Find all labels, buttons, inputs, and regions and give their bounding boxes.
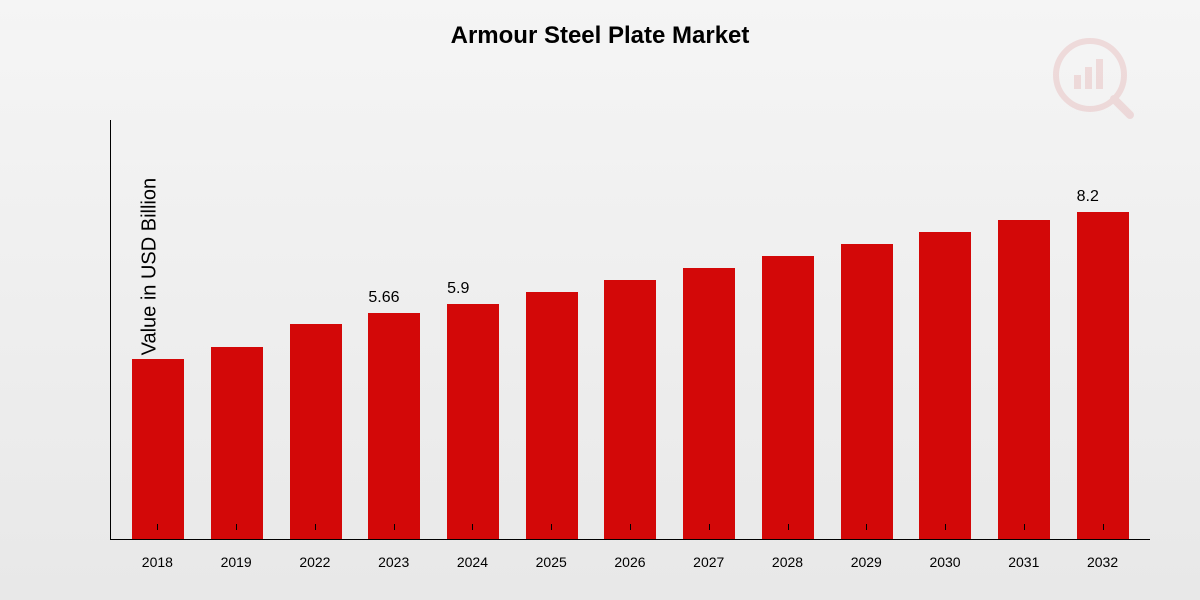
- bar-wrap: [516, 120, 587, 539]
- tick-mark: [157, 524, 158, 530]
- x-axis: 2018 2019 2022 2023 2024 2025 2026 2027 2028 2029…: [110, 554, 1150, 570]
- bar-wrap: 5.66: [359, 120, 430, 539]
- xtick-label: 2024: [457, 554, 488, 570]
- xtick-label: 2026: [614, 554, 645, 570]
- xtick-wrap: 2025: [516, 554, 587, 570]
- tick-mark: [1024, 524, 1025, 530]
- tick-mark: [1103, 524, 1104, 530]
- xtick-label: 2022: [299, 554, 330, 570]
- bar-wrap: [202, 120, 273, 539]
- bar: 5.9: [447, 304, 499, 539]
- tick-mark: [788, 524, 789, 530]
- bar: [762, 256, 814, 539]
- bar: [683, 268, 735, 539]
- xtick-label: 2023: [378, 554, 409, 570]
- xtick-wrap: 2029: [831, 554, 902, 570]
- bar-value-label: 8.2: [1077, 188, 1099, 206]
- tick-mark: [866, 524, 867, 530]
- bar-wrap: [674, 120, 745, 539]
- bar: [132, 359, 184, 539]
- bar: [998, 220, 1050, 539]
- xtick-wrap: 2031: [988, 554, 1059, 570]
- xtick-wrap: 2030: [910, 554, 981, 570]
- bar-wrap: [989, 120, 1060, 539]
- tick-mark: [630, 524, 631, 530]
- bar-wrap: [910, 120, 981, 539]
- bar-wrap: [831, 120, 902, 539]
- xtick-label: 2032: [1087, 554, 1118, 570]
- bar: 8.2: [1077, 212, 1129, 539]
- bar: [526, 292, 578, 539]
- xtick-wrap: 2019: [201, 554, 272, 570]
- xtick-wrap: 2032: [1067, 554, 1138, 570]
- xtick-label: 2030: [929, 554, 960, 570]
- tick-mark: [394, 524, 395, 530]
- bar-wrap: 8.2: [1067, 120, 1138, 539]
- watermark-logo: [1050, 35, 1140, 125]
- xtick-wrap: 2026: [595, 554, 666, 570]
- tick-mark: [945, 524, 946, 530]
- xtick-wrap: 2022: [280, 554, 351, 570]
- bar: 5.66: [368, 313, 420, 539]
- xtick-label: 2019: [221, 554, 252, 570]
- bar-wrap: [595, 120, 666, 539]
- xtick-label: 2027: [693, 554, 724, 570]
- bar-wrap: 5.9: [438, 120, 509, 539]
- xtick-wrap: 2027: [673, 554, 744, 570]
- bar-value-label: 5.9: [447, 280, 469, 298]
- tick-mark: [709, 524, 710, 530]
- xtick-label: 2025: [536, 554, 567, 570]
- bar: [290, 324, 342, 539]
- xtick-wrap: 2028: [752, 554, 823, 570]
- xtick-label: 2031: [1008, 554, 1039, 570]
- tick-mark: [551, 524, 552, 530]
- xtick-wrap: 2024: [437, 554, 508, 570]
- tick-mark: [236, 524, 237, 530]
- plot-area: 5.66 5.9 8.2: [110, 120, 1150, 540]
- chart-title: Armour Steel Plate Market: [451, 22, 750, 50]
- bar-wrap: [280, 120, 351, 539]
- bar-wrap: [123, 120, 194, 539]
- xtick-wrap: 2023: [358, 554, 429, 570]
- bar: [604, 280, 656, 539]
- xtick-label: 2018: [142, 554, 173, 570]
- bars-container: 5.66 5.9 8.2: [111, 120, 1150, 539]
- bar-value-label: 5.66: [368, 289, 399, 307]
- xtick-label: 2029: [851, 554, 882, 570]
- xtick-wrap: 2018: [122, 554, 193, 570]
- bar: [211, 347, 263, 539]
- tick-mark: [472, 524, 473, 530]
- xtick-label: 2028: [772, 554, 803, 570]
- bar: [919, 232, 971, 539]
- bar: [841, 244, 893, 539]
- tick-mark: [315, 524, 316, 530]
- bar-wrap: [753, 120, 824, 539]
